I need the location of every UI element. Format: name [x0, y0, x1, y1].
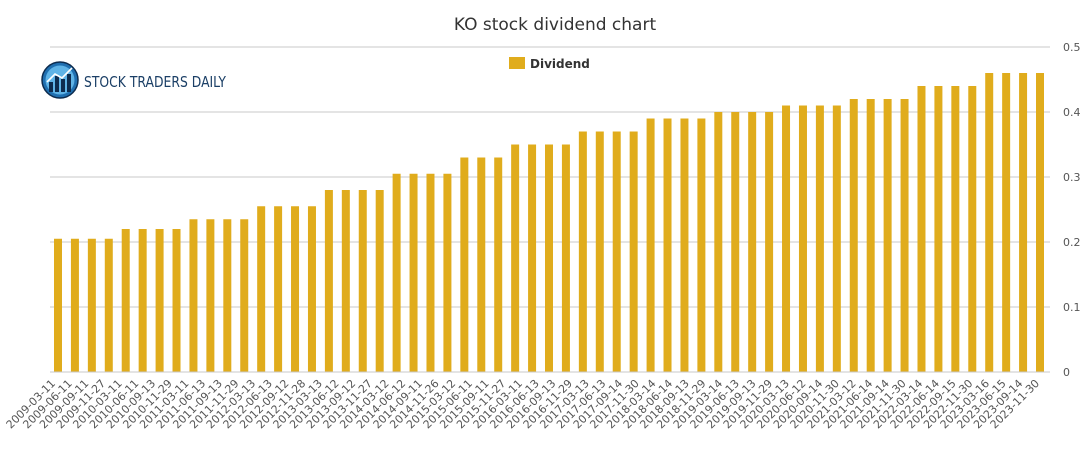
dividend-bar[interactable]	[511, 144, 520, 373]
dividend-bar[interactable]	[545, 144, 553, 373]
dividend-bar[interactable]	[87, 238, 96, 372]
dividend-bar[interactable]	[189, 219, 198, 372]
dividend-bar[interactable]	[680, 118, 689, 373]
dividend-bar[interactable]	[917, 86, 926, 372]
dividend-bar[interactable]	[832, 105, 841, 373]
bars	[54, 73, 1044, 372]
stock-traders-daily-logo: STOCK TRADERS DAILY	[41, 61, 227, 99]
dividend-bar[interactable]	[934, 86, 943, 372]
dividend-bar[interactable]	[629, 131, 638, 373]
dividend-bar[interactable]	[121, 229, 130, 372]
dividend-bar[interactable]	[900, 99, 909, 372]
y-tick-label: 0	[1063, 366, 1070, 379]
dividend-bar[interactable]	[697, 118, 706, 373]
y-tick-label: 0.3	[1063, 171, 1081, 184]
dividend-bar[interactable]	[646, 118, 655, 373]
dividend-bar[interactable]	[223, 219, 232, 372]
chart-title: KO stock dividend chart	[454, 15, 657, 35]
dividend-bar[interactable]	[443, 173, 452, 372]
legend-label: Dividend	[530, 57, 590, 71]
y-tick-label: 0.1	[1063, 301, 1081, 314]
dividend-bar[interactable]	[358, 190, 367, 372]
dividend-bar[interactable]	[815, 105, 824, 373]
dividend-bar[interactable]	[477, 157, 486, 373]
dividend-bar[interactable]	[714, 112, 723, 372]
dividend-bar[interactable]	[1019, 73, 1028, 372]
dividend-bar[interactable]	[612, 131, 621, 373]
dividend-bar[interactable]	[883, 99, 892, 372]
dividend-bar[interactable]	[240, 219, 249, 372]
dividend-bar[interactable]	[54, 238, 62, 372]
logo-text: STOCK TRADERS DAILY	[84, 73, 227, 91]
dividend-bar[interactable]	[409, 173, 418, 372]
dividend-bar[interactable]	[663, 118, 672, 373]
y-tick-label: 0.5	[1063, 41, 1081, 54]
dividend-bar[interactable]	[426, 173, 435, 372]
dividend-bar[interactable]	[528, 144, 537, 373]
dividend-bar[interactable]	[274, 206, 283, 372]
dividend-bar[interactable]	[324, 190, 333, 372]
dividend-bar[interactable]	[782, 105, 791, 373]
dividend-bar[interactable]	[138, 229, 147, 372]
dividend-bar[interactable]	[798, 105, 807, 373]
dividend-bar[interactable]	[968, 86, 977, 372]
dividend-bar[interactable]	[985, 73, 994, 372]
x-axis-ticks: 2009-03-112009-06-112009-09-112009-11-27…	[4, 377, 1042, 431]
y-axis-ticks: 0 0.1 0.2 0.3 0.4 0.5	[1063, 41, 1081, 379]
dividend-bar[interactable]	[104, 238, 113, 372]
legend[interactable]: Dividend	[509, 57, 590, 71]
dividend-bar[interactable]	[341, 190, 350, 372]
dividend-bar[interactable]	[578, 131, 587, 373]
y-tick-label: 0.4	[1063, 106, 1081, 119]
dividend-bar[interactable]	[291, 206, 300, 372]
dividend-bar[interactable]	[206, 219, 215, 372]
dividend-bar[interactable]	[257, 206, 266, 372]
dividend-bar[interactable]	[748, 112, 757, 372]
dividend-bar[interactable]	[172, 229, 181, 372]
dividend-bar[interactable]	[731, 112, 740, 372]
dividend-bar[interactable]	[849, 99, 858, 372]
dividend-bar[interactable]	[375, 190, 384, 372]
dividend-bar[interactable]	[392, 173, 401, 372]
dividend-bar[interactable]	[494, 157, 503, 373]
dividend-bar[interactable]	[155, 229, 164, 372]
dividend-bar[interactable]	[765, 112, 774, 372]
dividend-bar[interactable]	[307, 206, 316, 372]
y-tick-label: 0.2	[1063, 236, 1081, 249]
dividend-bar[interactable]	[1036, 73, 1044, 372]
dividend-bar[interactable]	[70, 238, 79, 372]
dividend-bar[interactable]	[595, 131, 604, 373]
dividend-bar[interactable]	[460, 157, 469, 373]
bar-chart-globe-icon	[41, 61, 79, 99]
legend-swatch	[509, 57, 525, 69]
dividend-bar[interactable]	[561, 144, 570, 373]
dividend-bar[interactable]	[1002, 73, 1011, 372]
dividend-bar[interactable]	[866, 99, 875, 372]
dividend-bar[interactable]	[951, 86, 960, 372]
